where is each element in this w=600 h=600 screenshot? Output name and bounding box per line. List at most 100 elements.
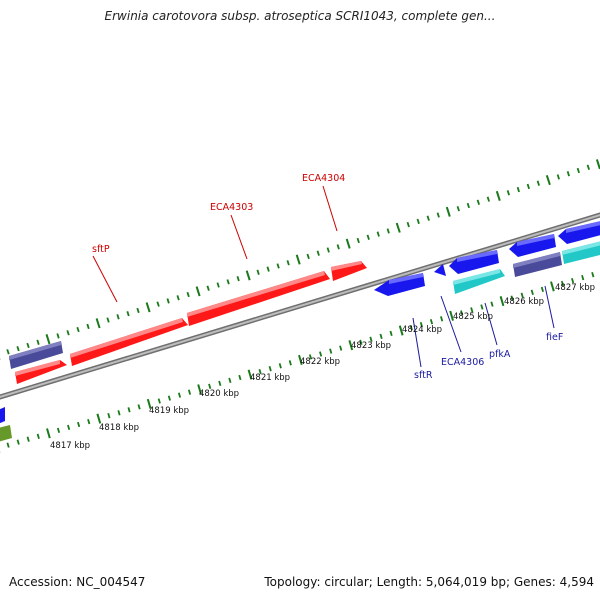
scale-tick <box>167 395 171 401</box>
scale-label-4827: 4827 kbp <box>555 283 595 293</box>
scale-tick <box>106 317 110 323</box>
scale-tick <box>595 159 600 170</box>
scale-tick <box>316 250 320 256</box>
scale-label-4818: 4818 kbp <box>99 423 139 433</box>
scale-tick <box>536 180 540 186</box>
scale-tick <box>156 301 160 307</box>
scale-tick <box>268 366 272 372</box>
scale-tick <box>348 340 354 351</box>
scale-tick <box>136 307 140 314</box>
scale-tick <box>386 228 390 234</box>
scale-tick <box>379 333 383 340</box>
scale-tick <box>499 296 505 307</box>
scale-tick <box>560 280 565 287</box>
scale-tick <box>278 363 282 369</box>
scale-tick <box>445 206 451 217</box>
scale-tick <box>520 292 524 298</box>
feature-red-1[interactable] <box>15 360 67 384</box>
label-leaders <box>92 185 555 368</box>
scale-tick <box>96 413 102 424</box>
scale-tick <box>480 304 484 310</box>
scale-tick <box>197 384 202 395</box>
scale-tick <box>16 346 20 352</box>
gene-label-eca4303: ECA4303 <box>210 202 253 213</box>
feature-operon-fief[interactable] <box>513 252 562 277</box>
scale-tick <box>66 330 70 336</box>
scale-tick <box>126 311 130 317</box>
scale-tick <box>545 174 551 186</box>
scale-tick <box>206 285 210 291</box>
scale-label-4819: 4819 kbp <box>149 406 189 416</box>
scale-tick <box>336 244 340 250</box>
feature-blue-left[interactable] <box>0 407 5 424</box>
scale-tick <box>26 342 30 349</box>
scale-tick <box>16 439 20 445</box>
scale-tick <box>166 298 170 304</box>
feature-red-eca4303[interactable] <box>187 271 330 326</box>
feature-olive[interactable] <box>0 425 12 442</box>
scale-tick <box>510 295 514 301</box>
scale-tick <box>266 266 270 272</box>
scale-tick <box>236 276 240 282</box>
scale-tick <box>506 190 510 196</box>
scale-tick <box>591 272 595 278</box>
feature-blue-4[interactable] <box>558 219 600 244</box>
feature-red-sftp[interactable] <box>70 318 188 366</box>
gene-label-sftr: sftR <box>414 370 433 381</box>
feature-cyan-pfka[interactable] <box>453 269 505 294</box>
scale-label-4825: 4825 kbp <box>453 312 493 322</box>
gene-label-eca4306: ECA4306 <box>441 357 484 368</box>
scale-tick <box>36 339 40 345</box>
scale-tick <box>429 319 434 325</box>
scale-tick <box>440 316 444 322</box>
scale-tick <box>245 270 251 281</box>
scale-tick <box>36 433 40 439</box>
scale-tick <box>26 436 30 442</box>
feature-blue-3[interactable] <box>509 234 556 257</box>
feature-red-eca4304[interactable] <box>331 261 367 281</box>
feature-blue-eca4306[interactable] <box>449 250 499 274</box>
scale-tick <box>416 218 420 225</box>
scale-tick <box>366 234 370 240</box>
scale-tick <box>298 354 303 365</box>
scale-tick <box>116 314 120 320</box>
scale-tick <box>286 260 290 266</box>
gene-label-pfka: pfkA <box>489 349 511 360</box>
scale-tick <box>345 238 351 249</box>
scale-tick <box>419 321 423 328</box>
scale-tick <box>395 222 401 233</box>
scale-tick <box>409 324 413 331</box>
scale-tick <box>127 407 131 413</box>
scale-tick <box>581 274 585 281</box>
scale-tick <box>208 383 212 389</box>
scale-label-4822: 4822 kbp <box>300 357 340 367</box>
feature-blue-small[interactable] <box>434 264 446 276</box>
scale-tick <box>157 398 161 404</box>
scale-tick <box>176 295 180 301</box>
scale-tick <box>256 269 260 275</box>
scale-tick <box>566 171 570 177</box>
outer-ticks <box>0 159 600 360</box>
feature-cyan-2[interactable] <box>562 239 600 264</box>
scale-tick <box>359 339 363 345</box>
scale-tick <box>67 424 71 431</box>
scale-tick <box>449 310 454 321</box>
scale-tick <box>470 307 474 313</box>
gene-label-sftp: sftP <box>92 244 110 255</box>
scale-tick <box>476 199 480 205</box>
scale-tick <box>495 190 501 202</box>
gene-label-fief: fieF <box>546 332 563 343</box>
feature-operon-1[interactable] <box>9 341 63 369</box>
scale-tick <box>177 392 182 398</box>
backbone <box>0 212 600 400</box>
feature-blue-sftr[interactable] <box>374 273 425 296</box>
scale-tick <box>460 310 464 316</box>
scale-tick <box>288 360 292 366</box>
inner-ticks <box>0 272 595 453</box>
scale-tick <box>456 206 460 212</box>
scale-label-4821: 4821 kbp <box>250 373 290 383</box>
scale-tick <box>466 202 470 209</box>
scale-tick <box>576 167 580 174</box>
scale-label-4824: 4824 kbp <box>402 325 442 335</box>
